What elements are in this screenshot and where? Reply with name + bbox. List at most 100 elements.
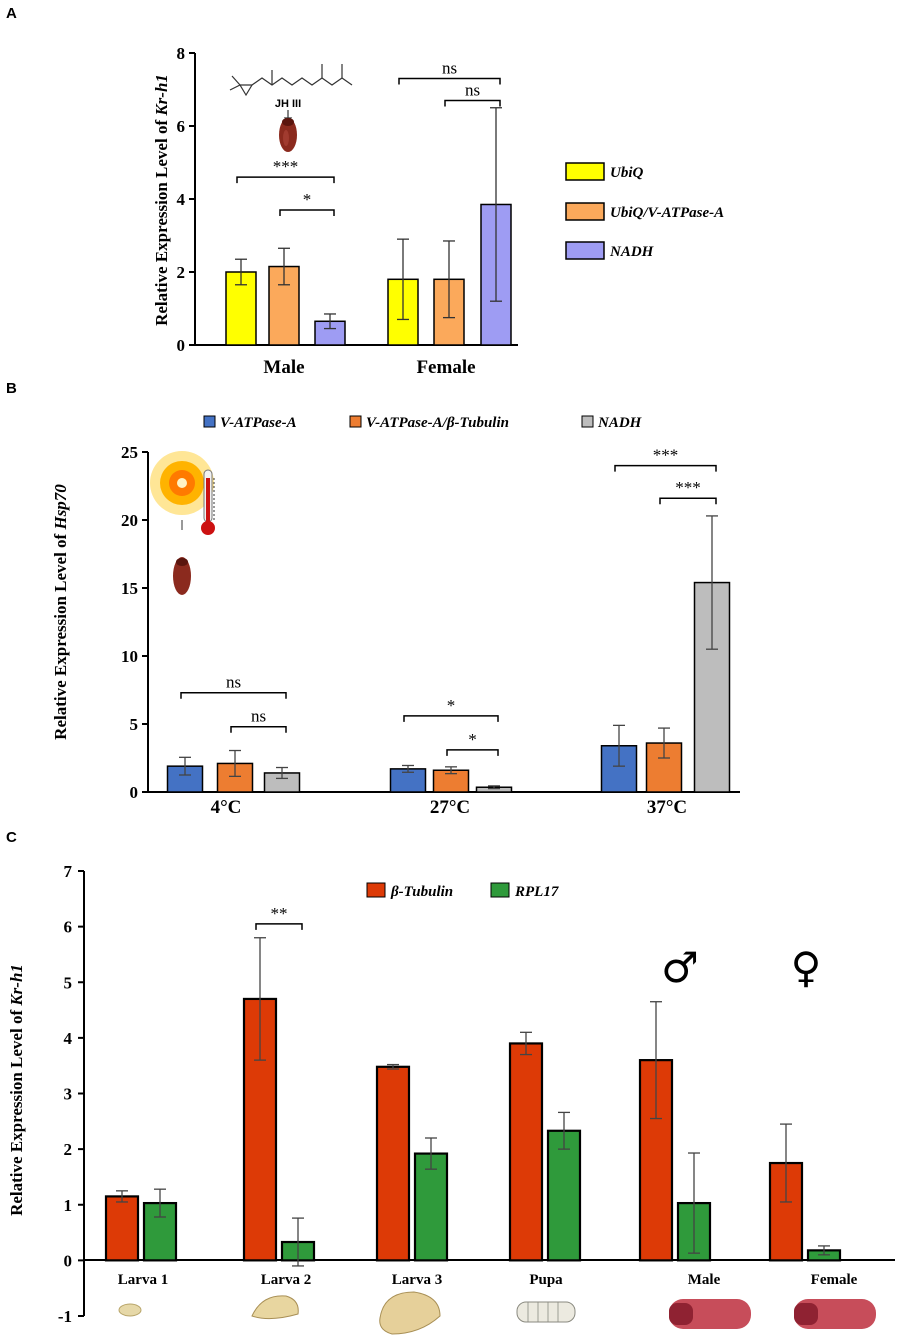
significance-label-c-0: ** (271, 904, 288, 923)
beetle-heat-icon (173, 557, 191, 595)
beetle-adult-icon (279, 118, 297, 152)
panel-c-category-larva1: Larva 1 (118, 1272, 168, 1288)
significance-bracket-a-0 (236, 176, 335, 184)
thermometer-icon (201, 469, 215, 535)
legend-b-label-vatpase: V-ATPase-A (220, 415, 297, 431)
legend-b-swatch-vatpase (203, 415, 216, 428)
legend-c-swatch-tubulin (366, 882, 386, 898)
panel-c-ylabel-prefix: Relative Expression Level of (7, 1006, 26, 1216)
panel-a-ticks: 0 2 4 6 8 (177, 44, 195, 355)
bar-c-s0-c0 (104, 1195, 140, 1262)
panel-a-ylabel-prefix: Relative Expression Level of (152, 116, 171, 326)
significance-bracket-b-0 (180, 691, 287, 699)
legend-a-swatch-ubiq-vatpase (565, 202, 605, 221)
panel-a-ylabel-gene: Kr-h1 (152, 74, 171, 117)
male-beetle-image (669, 1299, 751, 1329)
legend-c-label-tubulin: β-Tubulin (390, 884, 453, 900)
legend-b-label-vatpase-tubulin: V-ATPase-A/β-Tubulin (366, 415, 509, 431)
significance-label-a-3: ns (465, 80, 480, 99)
panel-c-ytick-label: 7 (64, 862, 73, 881)
panel-a-ylabel: Relative Expression Level of Kr-h1 (152, 74, 171, 326)
panel-c-letter: C (6, 829, 17, 846)
female-beetle-image (794, 1299, 876, 1329)
panel-b-ytick-label: 0 (130, 783, 139, 802)
larva1-image (118, 1303, 142, 1317)
panel-b-category-27c: 27°C (430, 797, 470, 818)
legend-a-label-nadh: NADH (609, 244, 655, 260)
panel-c-ytick-label: 1 (64, 1196, 73, 1215)
panel-c-ytick-label: -1 (58, 1307, 72, 1326)
panel-a-ytick-label: 2 (177, 263, 186, 282)
panel-b-ylabel: Relative Expression Level of Hsp70 (51, 484, 70, 740)
legend-a-swatch-ubiq (565, 162, 605, 181)
significance-label-a-2: ns (442, 59, 457, 78)
panel-c-ylabel-gene: Kr-h1 (7, 964, 26, 1007)
bar-b-s0-c0 (166, 765, 204, 793)
legend-c-swatch-rpl17 (490, 882, 510, 898)
panel-a-bars (225, 107, 512, 346)
panel-b-letter: B (6, 380, 17, 397)
female-symbol: ♀ (791, 943, 822, 992)
significance-bracket-c-0 (255, 923, 303, 930)
jh3-structure-icon (229, 64, 353, 123)
panel-b-ytick-label: 25 (121, 443, 138, 462)
legend-a-label-ubiq: UbiQ (610, 165, 644, 181)
significance-bracket-b-4 (614, 464, 717, 472)
significance-bracket-b-2 (403, 715, 499, 722)
significance-bracket-a-2 (398, 77, 501, 85)
panel-b-legend: V-ATPase-A V-ATPase-A/β-Tubulin NADH (203, 415, 643, 431)
larva2-image (251, 1295, 299, 1320)
panel-c-ytick-label: 6 (64, 918, 73, 937)
panel-b-ytick-label: 5 (130, 715, 139, 734)
legend-b-label-nadh: NADH (597, 415, 643, 431)
panel-c-ylabel: Relative Expression Level of Kr-h1 (7, 964, 26, 1216)
panel-c-category-male: Male (688, 1272, 721, 1288)
male-symbol: ♂ (661, 943, 699, 992)
significance-label-b-0: ns (226, 673, 241, 692)
panel-b-category-37c: 37°C (647, 797, 687, 818)
legend-b-swatch-nadh (581, 415, 594, 428)
panel-a-ytick-label: 0 (177, 336, 186, 355)
panel-c-category-larva2: Larva 2 (261, 1272, 311, 1288)
panel-a-category-male: Male (263, 357, 304, 378)
significance-bracket-b-1 (230, 725, 287, 733)
significance-bracket-b-3 (446, 749, 499, 756)
larva3-image (379, 1291, 441, 1335)
panel-c-significance: ** (255, 904, 303, 930)
panel-a-legend: UbiQ UbiQ/V-ATPase-A NADH (565, 162, 724, 260)
sun-icon (150, 451, 214, 515)
panel-a-ytick-label: 6 (177, 117, 186, 136)
panel-c-ytick-label: 0 (64, 1251, 73, 1270)
panel-b-ytick-label: 10 (121, 647, 138, 666)
significance-label-a-1: * (303, 190, 312, 209)
panel-a-ytick-label: 4 (177, 190, 186, 209)
jh3-label: JH III (275, 98, 301, 110)
panel-c-category-larva3: Larva 3 (392, 1272, 442, 1288)
panel-b-ticks: 0 5 10 15 20 25 (121, 443, 148, 802)
panel-c-ticks: -1 0 1 2 3 4 5 6 7 (58, 862, 84, 1326)
significance-label-b-2: * (447, 696, 456, 715)
significance-label-b-3: * (468, 730, 477, 749)
panel-b-ylabel-gene: Hsp70 (51, 484, 70, 531)
significance-bracket-a-1 (279, 209, 335, 216)
bar-c-s0-c2 (375, 1065, 411, 1262)
panel-c-ytick-label: 4 (64, 1029, 73, 1048)
significance-label-a-0: *** (273, 157, 299, 176)
panel-a-category-female: Female (416, 357, 475, 378)
significance-bracket-b-5 (659, 497, 717, 505)
panel-c-ytick-label: 5 (64, 973, 73, 992)
panel-b-ytick-label: 15 (121, 579, 138, 598)
panel-c-bars (104, 937, 842, 1267)
panel-b-category-4c: 4°C (211, 797, 242, 818)
legend-c-label-rpl17: RPL17 (514, 884, 559, 900)
bar-c-s0-c3 (508, 1042, 544, 1262)
panel-b-bars (166, 515, 731, 793)
legend-a-swatch-nadh (565, 241, 605, 260)
panel-b-ylabel-prefix: Relative Expression Level of (51, 530, 70, 740)
significance-label-b-1: ns (251, 707, 266, 726)
